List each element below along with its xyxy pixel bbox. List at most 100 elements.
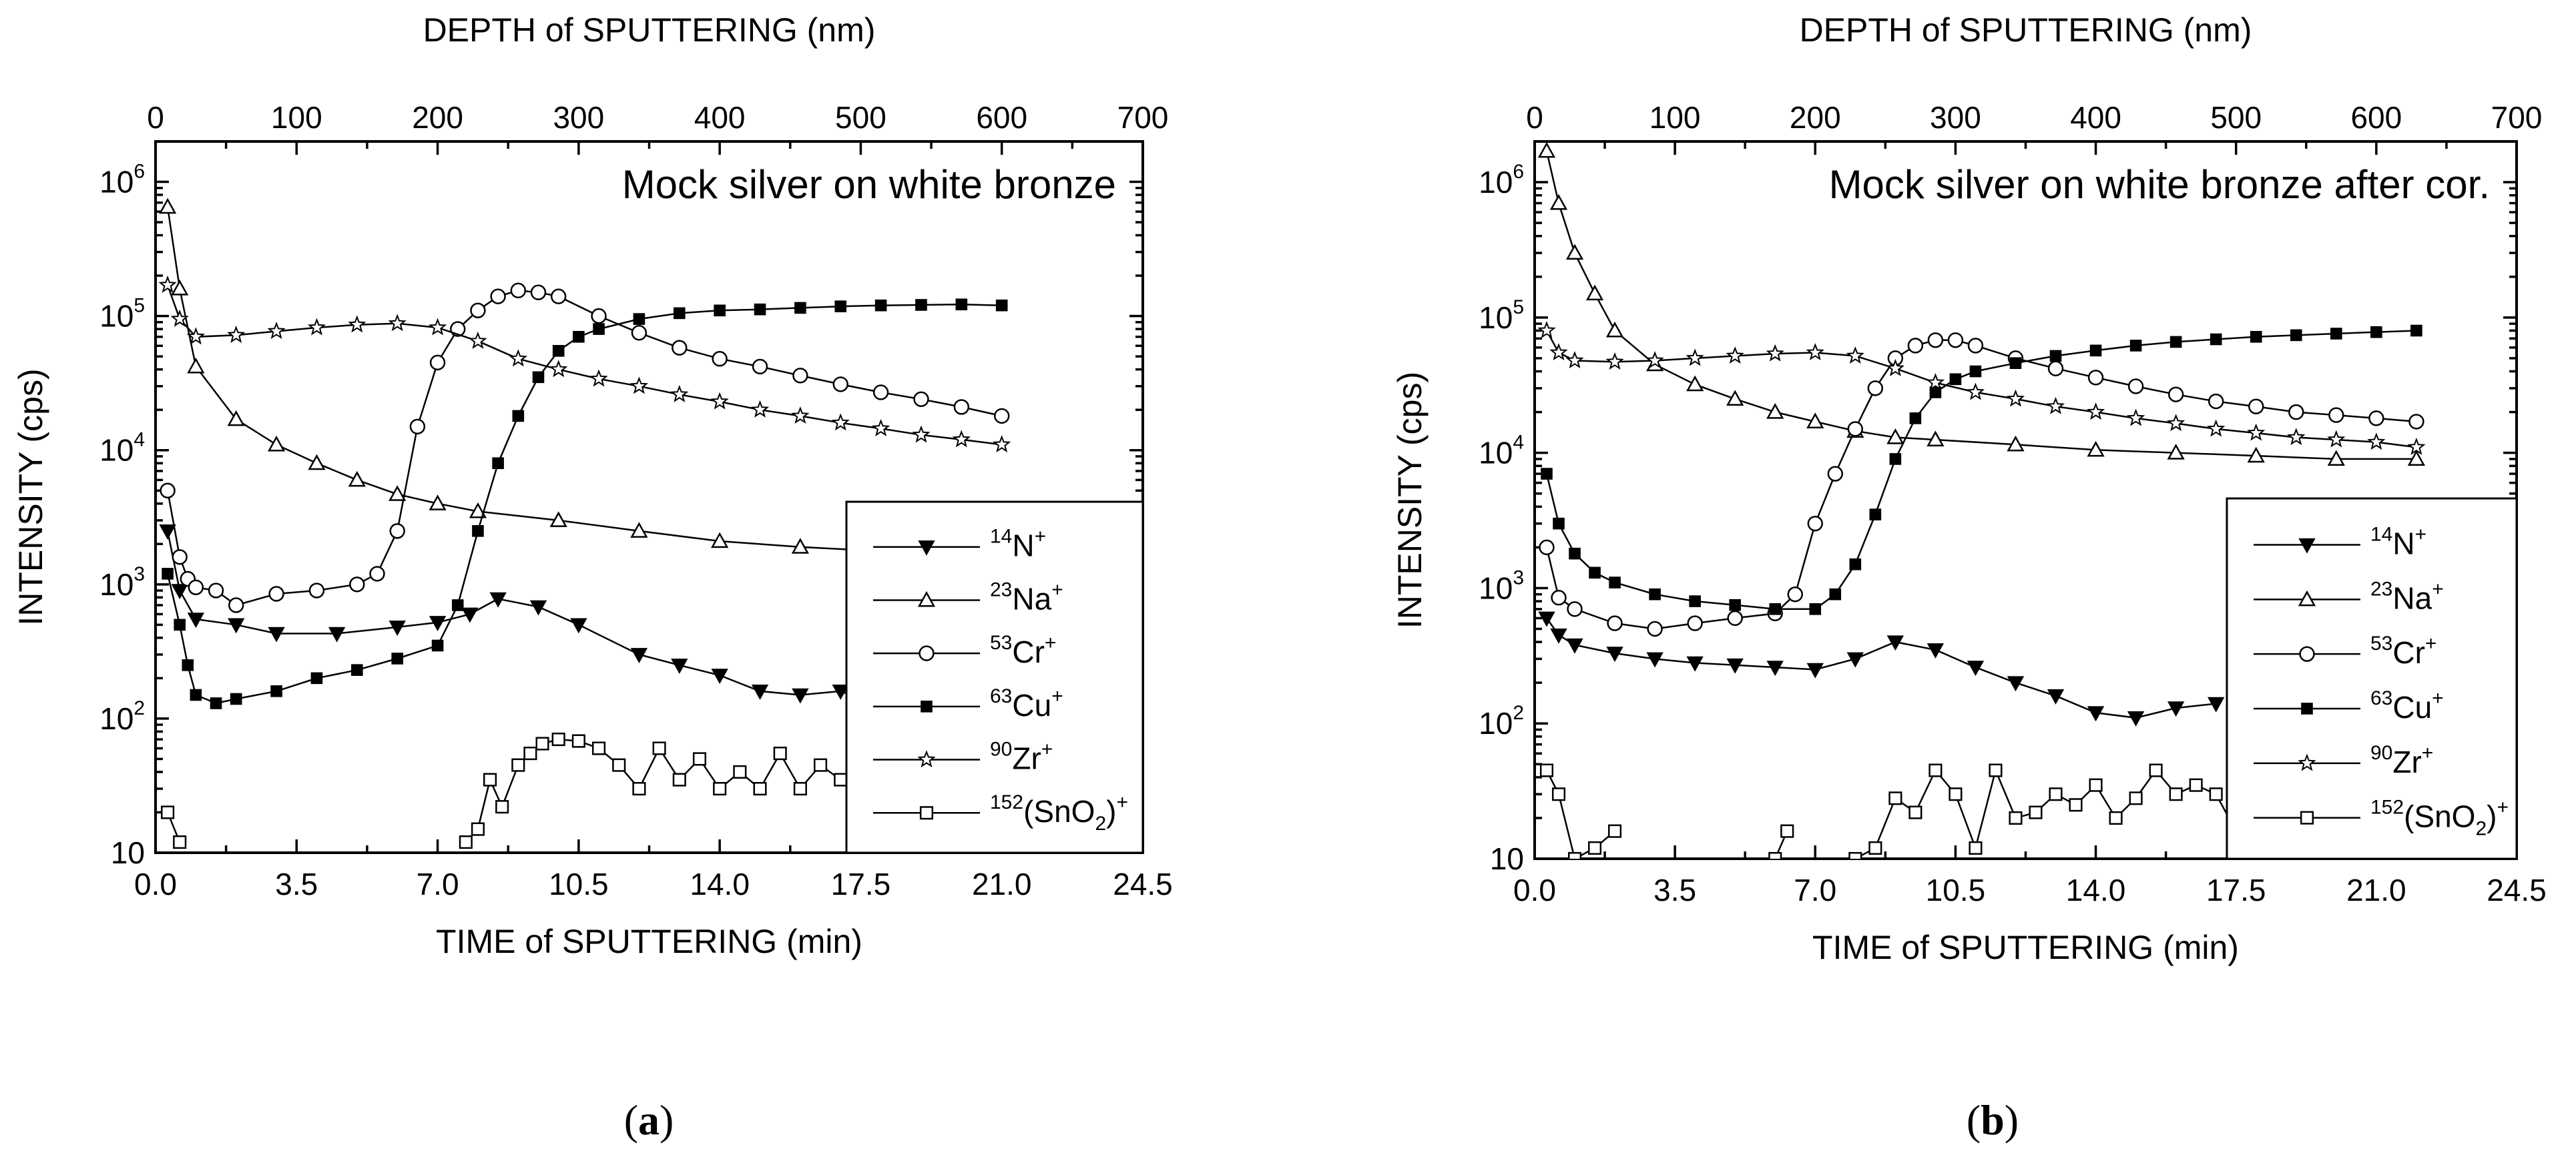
data-point [490, 288, 506, 304]
data-point [2207, 419, 2226, 437]
data-point [1686, 656, 1704, 672]
data-point [1787, 586, 1803, 603]
x2-tick-label: 600 [2350, 100, 2402, 135]
data-point [2209, 787, 2223, 801]
legend-marker [918, 540, 935, 556]
data-point [1868, 841, 1882, 855]
data-point [2087, 370, 2104, 386]
data-point [1605, 352, 1624, 370]
data-point [733, 765, 747, 779]
data-point [532, 371, 545, 384]
data-point [187, 357, 205, 374]
data-point [1726, 658, 1744, 674]
data-point [1686, 348, 1704, 366]
x2-tick-label: 700 [2491, 100, 2543, 135]
legend-marker [921, 701, 933, 713]
data-point [227, 326, 246, 343]
data-point [182, 659, 194, 671]
data-point [551, 733, 565, 747]
data-point [512, 410, 525, 422]
data-point [752, 358, 768, 375]
data-point [953, 399, 970, 415]
data-point [429, 616, 447, 631]
data-point [1780, 824, 1794, 838]
data-point [1588, 841, 1602, 855]
data-point [672, 773, 686, 787]
data-point [530, 284, 547, 300]
data-point [952, 430, 971, 448]
data-point [1969, 841, 1983, 855]
data-point [1969, 365, 1982, 378]
data-point [2328, 407, 2344, 423]
x2-tick-label: 200 [1790, 100, 1841, 135]
data-point [2368, 410, 2384, 426]
x-tick-label: 21.0 [972, 867, 1032, 901]
x-tick-label: 17.5 [831, 867, 891, 901]
data-point [162, 568, 174, 580]
data-point [174, 619, 186, 631]
data-point [2049, 350, 2062, 362]
data-point [1647, 621, 1663, 637]
y-tick-label: 106 [1479, 161, 1524, 200]
data-point [1729, 599, 1742, 611]
data-point [268, 586, 284, 602]
data-point [267, 435, 286, 452]
data-point [2330, 328, 2342, 340]
data-point [915, 299, 927, 311]
data-point [1927, 332, 1944, 348]
data-point [510, 282, 527, 299]
data-point [2407, 437, 2426, 455]
data-point [1608, 824, 1622, 838]
data-point [670, 384, 689, 402]
legend-box [845, 500, 1144, 854]
data-point [389, 523, 405, 539]
data-point [429, 354, 446, 371]
data-point [158, 275, 177, 293]
x2-tick-label: 400 [694, 100, 746, 135]
data-point [712, 351, 728, 367]
data-point [1766, 661, 1784, 677]
data-point [793, 782, 807, 796]
y-axis-title: INTENSITY (cps) [12, 368, 49, 625]
data-point [1848, 851, 1862, 859]
y-tick-label: 102 [1479, 702, 1524, 741]
data-point [672, 340, 688, 356]
data-point [1726, 346, 1744, 364]
data-point [369, 566, 385, 582]
data-point [472, 524, 484, 537]
y-tick-label: 103 [1479, 566, 1524, 605]
legend-marker [919, 645, 935, 661]
data-point [2129, 340, 2142, 352]
data-point [630, 648, 648, 664]
data-point [1538, 611, 1555, 627]
data-point [1645, 351, 1664, 369]
data-point [1769, 603, 1782, 615]
series-line-14n [166, 530, 861, 700]
data-point [2410, 324, 2422, 337]
series-line-90zr [1545, 330, 2417, 448]
x2-tick-label: 700 [1117, 100, 1169, 135]
data-point [270, 685, 282, 697]
data-point [190, 689, 202, 701]
data-point [1726, 390, 1744, 406]
data-point [1585, 284, 1604, 301]
x-tick-label: 24.5 [2487, 873, 2547, 907]
data-point [1541, 468, 1553, 480]
data-point [612, 758, 626, 772]
data-point [389, 485, 407, 501]
data-point [751, 685, 769, 700]
data-point [1646, 652, 1663, 668]
x-tick-label: 10.5 [549, 867, 609, 901]
data-point [1809, 603, 1822, 615]
data-point [1846, 652, 1864, 668]
data-point [593, 323, 605, 335]
data-point [160, 482, 176, 498]
data-point [1926, 643, 1945, 659]
data-point [912, 425, 931, 443]
data-point [1947, 332, 1964, 348]
data-point [1806, 663, 1824, 679]
series-line-152sno [1545, 767, 2237, 859]
data-point [461, 607, 479, 623]
legend-label: 53Cr+ [2370, 633, 2436, 670]
data-point [1539, 539, 1555, 556]
